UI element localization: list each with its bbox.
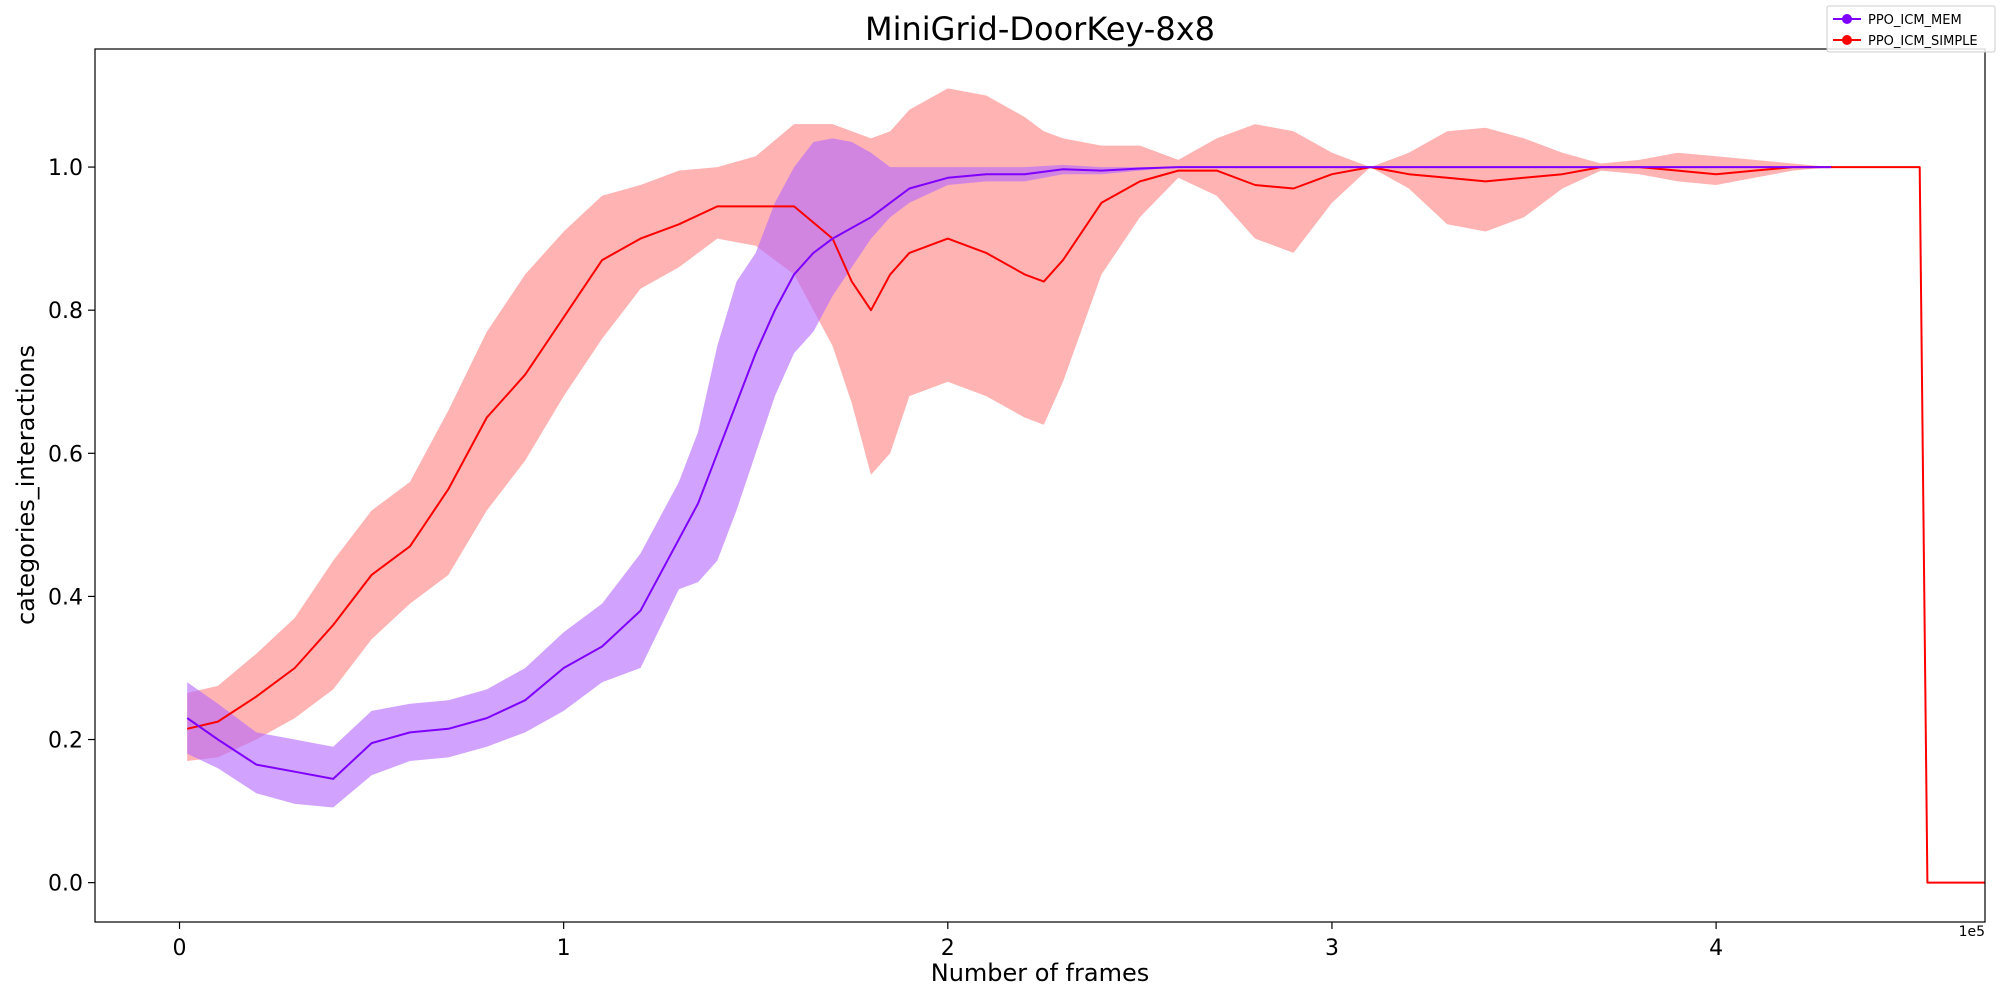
legend-item-ppo-icm-simple: PPO_ICM_SIMPLE	[1833, 34, 1978, 49]
y-axis-ticks: 0.0 0.2 0.4 0.6 0.8 1.0	[48, 156, 95, 897]
x-tick-label: 0	[173, 936, 187, 961]
y-tick-label: 0.4	[48, 585, 83, 610]
x-tick-label: 2	[941, 936, 955, 961]
x-axis-label: Number of frames	[931, 959, 1149, 987]
legend-item-ppo-icm-mem: PPO_ICM_MEM	[1833, 13, 1962, 28]
legend-box	[1826, 5, 1996, 53]
x-tick-label: 1	[557, 936, 571, 961]
line-ppo-icm-mem	[186, 166, 1832, 780]
x-tick-label: 4	[1709, 936, 1723, 961]
y-tick-label: 0.6	[48, 442, 83, 467]
series-lines	[186, 166, 1985, 884]
x-tick-label: 3	[1325, 936, 1339, 961]
legend-label-mem: PPO_ICM_MEM	[1868, 13, 1962, 28]
y-tick-label: 0.0	[48, 872, 83, 897]
legend-marker-mem	[1842, 14, 1852, 24]
plot-frame	[94, 48, 1986, 923]
x-axis-offset-label: 1e5	[1959, 924, 1985, 940]
legend: PPO_ICM_MEM PPO_ICM_SIMPLE	[1826, 5, 1996, 53]
legend-marker-simple	[1842, 35, 1852, 45]
band-ppo-icm-simple	[187, 88, 1986, 883]
y-tick-label: 0.2	[48, 729, 83, 754]
y-tick-label: 1.0	[48, 156, 83, 181]
band-ppo-icm-mem	[187, 138, 1832, 808]
y-tick-label: 0.8	[48, 299, 83, 324]
legend-label-simple: PPO_ICM_SIMPLE	[1868, 34, 1978, 49]
y-axis-label: categories_interactions	[12, 345, 40, 625]
line-ppo-icm-simple	[186, 166, 1985, 884]
chart-title: MiniGrid-DoorKey-8x8	[865, 10, 1215, 48]
confidence-bands	[187, 88, 1986, 883]
x-axis-ticks: 0 1 2 3 4	[173, 922, 1723, 961]
